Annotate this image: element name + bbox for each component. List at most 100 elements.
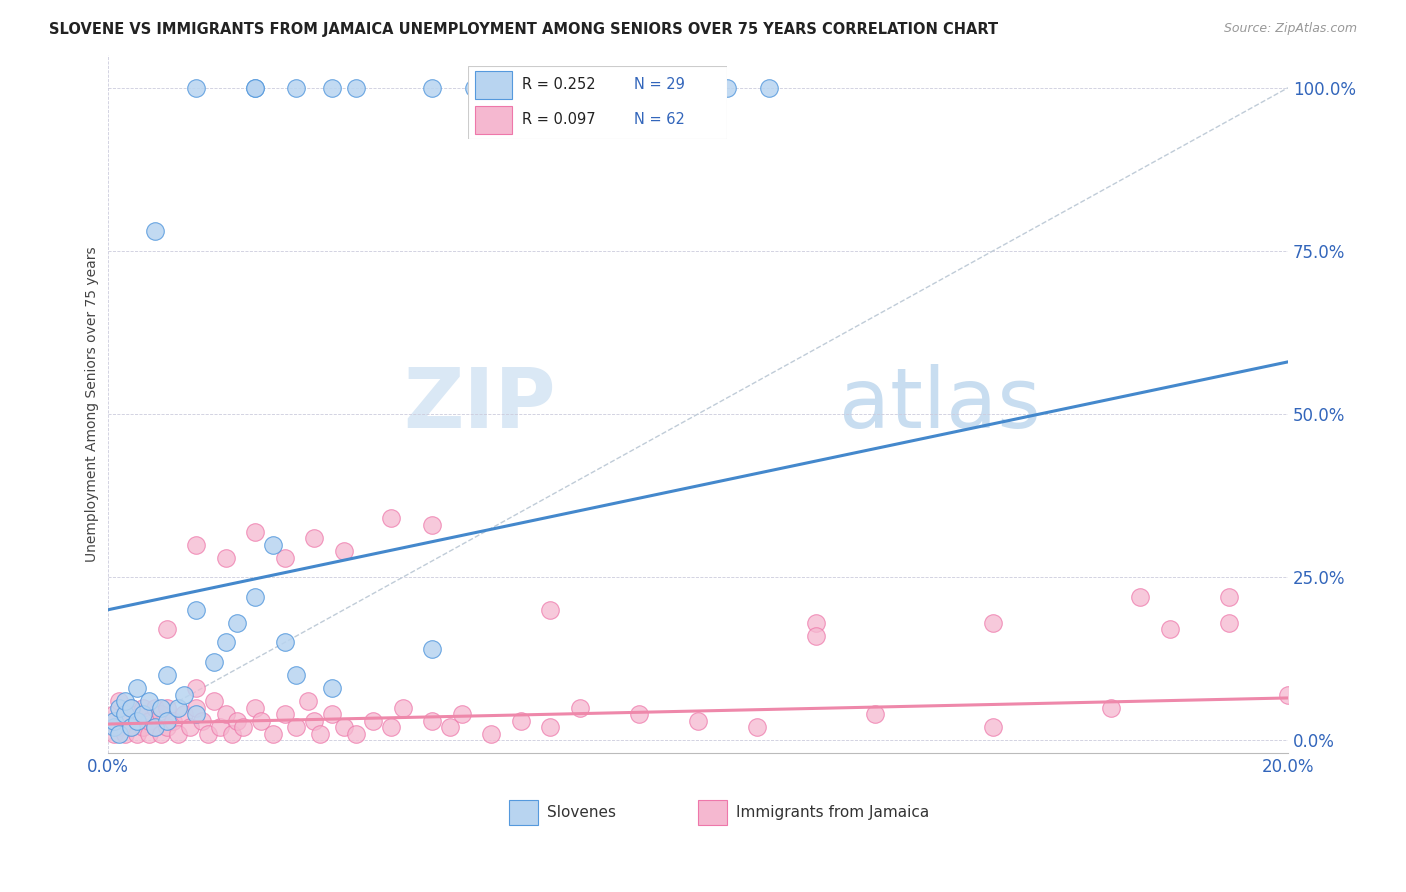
Point <box>120 720 142 734</box>
Point <box>103 714 125 728</box>
Point <box>273 707 295 722</box>
Point <box>202 694 225 708</box>
Point <box>716 80 738 95</box>
Point <box>167 700 190 714</box>
Point <box>186 707 208 722</box>
Point <box>120 700 142 714</box>
Point <box>120 720 142 734</box>
Text: atlas: atlas <box>839 364 1042 445</box>
Point <box>191 714 214 728</box>
Point <box>297 694 319 708</box>
Point <box>162 714 184 728</box>
Point <box>149 727 172 741</box>
Point <box>332 720 354 734</box>
Point <box>309 727 332 741</box>
Point <box>285 80 308 95</box>
Point <box>127 727 149 741</box>
Point <box>202 655 225 669</box>
Point <box>243 700 266 714</box>
Point <box>262 538 284 552</box>
Point <box>285 668 308 682</box>
Point <box>273 635 295 649</box>
Point <box>103 720 125 734</box>
Point <box>232 720 254 734</box>
Point <box>103 727 125 741</box>
Point <box>509 714 531 728</box>
Point <box>143 224 166 238</box>
Point <box>804 629 827 643</box>
Point <box>138 694 160 708</box>
Point <box>321 80 343 95</box>
Point <box>804 615 827 630</box>
Point <box>179 720 201 734</box>
Point <box>380 511 402 525</box>
Point <box>132 700 155 714</box>
Point <box>420 518 443 533</box>
Point <box>114 727 136 741</box>
Point <box>156 714 179 728</box>
Point <box>321 707 343 722</box>
Point <box>675 80 697 95</box>
Point <box>758 80 780 95</box>
Point <box>114 707 136 722</box>
Point <box>439 720 461 734</box>
Point <box>285 720 308 734</box>
Point <box>138 727 160 741</box>
Point <box>114 714 136 728</box>
Point <box>498 80 520 95</box>
Point <box>1129 590 1152 604</box>
Point <box>243 80 266 95</box>
Point <box>863 707 886 722</box>
Point <box>186 700 208 714</box>
Point <box>186 681 208 695</box>
Point <box>127 681 149 695</box>
Point <box>361 714 384 728</box>
Point <box>1159 623 1181 637</box>
Point <box>186 603 208 617</box>
Point <box>302 531 325 545</box>
Point <box>208 720 231 734</box>
Point <box>538 720 561 734</box>
Point <box>143 720 166 734</box>
Point <box>108 720 131 734</box>
Point <box>1099 700 1122 714</box>
Point <box>215 707 238 722</box>
Point <box>186 80 208 95</box>
Point <box>127 714 149 728</box>
Bar <box>509 799 538 824</box>
Point <box>114 694 136 708</box>
Point <box>745 720 768 734</box>
Point <box>391 700 413 714</box>
Point <box>243 524 266 539</box>
Point <box>156 720 179 734</box>
Point <box>479 727 502 741</box>
Text: SLOVENE VS IMMIGRANTS FROM JAMAICA UNEMPLOYMENT AMONG SENIORS OVER 75 YEARS CORR: SLOVENE VS IMMIGRANTS FROM JAMAICA UNEMP… <box>49 22 998 37</box>
Point <box>538 603 561 617</box>
Point <box>156 623 179 637</box>
Point <box>344 727 367 741</box>
Point <box>226 714 249 728</box>
Point <box>321 681 343 695</box>
Point <box>686 714 709 728</box>
Point <box>186 538 208 552</box>
Point <box>243 80 266 95</box>
Point <box>1277 688 1299 702</box>
Point <box>108 727 131 741</box>
Text: ZIP: ZIP <box>404 364 557 445</box>
Point <box>450 707 472 722</box>
Point <box>420 642 443 657</box>
Point <box>143 700 166 714</box>
Point <box>380 720 402 734</box>
Point <box>127 707 149 722</box>
Point <box>344 80 367 95</box>
Point <box>221 727 243 741</box>
Point <box>262 727 284 741</box>
Point <box>568 700 591 714</box>
Point <box>627 80 650 95</box>
Point <box>108 694 131 708</box>
Text: Immigrants from Jamaica: Immigrants from Jamaica <box>735 805 929 820</box>
Point <box>197 727 219 741</box>
Point <box>103 707 125 722</box>
Text: Slovenes: Slovenes <box>547 805 616 820</box>
Point <box>581 80 603 95</box>
